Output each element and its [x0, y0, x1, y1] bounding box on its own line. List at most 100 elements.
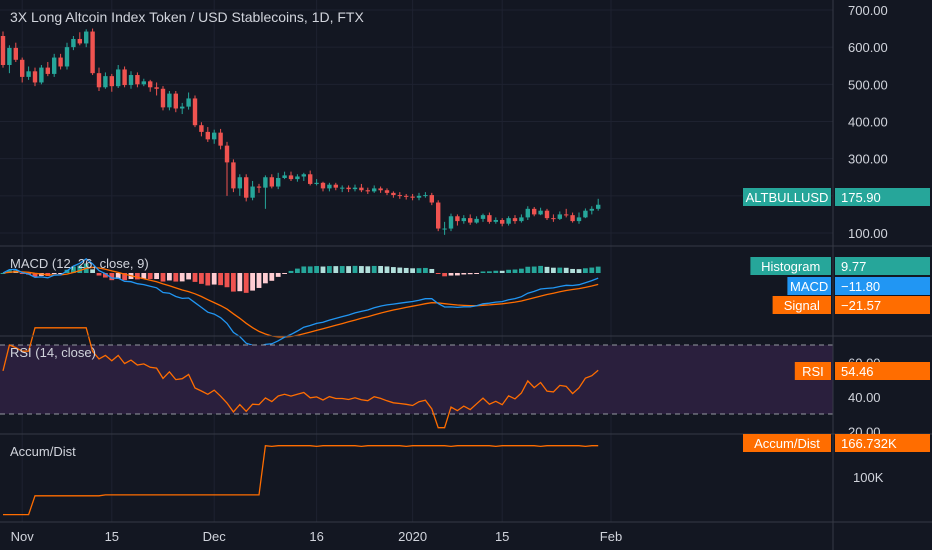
- histogram-bar: [583, 268, 588, 273]
- candle-body: [551, 218, 556, 220]
- candle: [506, 216, 511, 226]
- histogram-tag-name: Histogram: [761, 259, 820, 274]
- histogram-bar: [512, 269, 518, 273]
- candle-body: [487, 215, 492, 222]
- signal-tag: Signal −21.57: [772, 296, 930, 314]
- histogram-bar: [435, 273, 441, 274]
- histogram-bar: [576, 269, 582, 273]
- candle: [544, 208, 550, 220]
- candle: [429, 192, 434, 206]
- candle-body: [391, 192, 396, 196]
- candle-body: [532, 208, 537, 215]
- candle-body: [167, 93, 172, 108]
- candle: [327, 182, 332, 192]
- candle: [52, 53, 57, 77]
- histogram-bar: [205, 273, 211, 286]
- candle-body: [333, 184, 338, 188]
- candle: [314, 179, 319, 186]
- candle-body: [224, 145, 230, 163]
- rsi-tag: RSI 54.46: [794, 362, 930, 380]
- candle: [250, 180, 255, 201]
- histogram-bar: [352, 265, 358, 273]
- histogram-bar: [416, 268, 422, 273]
- candle-body: [186, 98, 191, 107]
- histogram-bar: [263, 273, 268, 284]
- candle: [244, 174, 249, 202]
- accum-dist-line: [3, 444, 599, 516]
- price-tag-name-box: [743, 188, 831, 206]
- histogram-bar: [339, 266, 345, 273]
- candle: [340, 185, 345, 193]
- candle: [551, 214, 556, 222]
- histogram-tag-value-box: [835, 257, 930, 275]
- candle-body: [148, 81, 153, 88]
- candle: [180, 102, 185, 115]
- candle-body: [160, 88, 166, 108]
- histogram-bar: [160, 273, 166, 282]
- histogram-bar: [519, 268, 524, 273]
- candle-body: [141, 81, 146, 85]
- candle: [160, 86, 166, 111]
- histogram-bar: [256, 273, 262, 288]
- histogram-bar: [423, 267, 428, 273]
- x-tick-label: 15: [495, 529, 509, 544]
- histogram-bar: [557, 267, 563, 273]
- histogram-tag-name-box: [750, 257, 831, 275]
- macd-tag: MACD −11.80: [787, 277, 930, 295]
- candle-body: [519, 217, 524, 222]
- candle-body: [52, 57, 57, 74]
- candle: [474, 216, 479, 224]
- candle-body: [576, 217, 582, 222]
- histogram-bar: [551, 267, 556, 273]
- candle-body: [468, 218, 473, 223]
- histogram-bar: [506, 269, 511, 273]
- candle: [20, 57, 25, 83]
- candle: [301, 172, 306, 181]
- histogram-bar: [429, 268, 435, 273]
- histogram-bar: [237, 273, 243, 292]
- histogram-bar: [301, 266, 307, 273]
- candle-body: [244, 177, 249, 198]
- histogram-bar: [179, 273, 185, 282]
- candle-body: [39, 67, 44, 83]
- candle-body: [372, 188, 377, 192]
- candle-body: [116, 69, 121, 87]
- candle: [103, 72, 108, 89]
- rsi-tag-name: RSI: [802, 364, 824, 379]
- candle: [564, 208, 569, 218]
- histogram-bar: [51, 273, 57, 274]
- candle: [237, 174, 242, 196]
- histogram-bar: [307, 266, 313, 273]
- candle: [372, 185, 377, 193]
- x-tick-label: Dec: [203, 529, 227, 544]
- candle: [26, 66, 31, 80]
- histogram-bar: [442, 273, 447, 277]
- candle: [205, 127, 210, 142]
- candle-body: [570, 215, 575, 222]
- candle-body: [506, 218, 511, 224]
- histogram-bar: [455, 273, 460, 276]
- histogram-tag-value: 9.77: [841, 259, 866, 274]
- candle: [359, 183, 364, 193]
- histogram-bar: [474, 273, 479, 274]
- price-tick-label: 100.00: [848, 226, 888, 241]
- candle: [199, 122, 204, 137]
- candle: [570, 212, 575, 223]
- candle-body: [256, 186, 262, 188]
- x-tick-label: 15: [105, 529, 119, 544]
- histogram-bar: [96, 273, 102, 276]
- histogram-bar: [154, 273, 159, 280]
- candle-body: [397, 195, 402, 197]
- histogram-bar: [141, 273, 147, 279]
- histogram-bar: [224, 273, 230, 288]
- candle: [480, 213, 486, 222]
- histogram-bar: [480, 271, 486, 273]
- candle: [13, 42, 18, 63]
- candle-body: [429, 195, 434, 203]
- histogram-bar: [461, 273, 467, 275]
- candle-body: [461, 218, 466, 222]
- signal-line: [2, 266, 599, 338]
- histogram-bar: [211, 273, 217, 285]
- candle: [519, 214, 524, 223]
